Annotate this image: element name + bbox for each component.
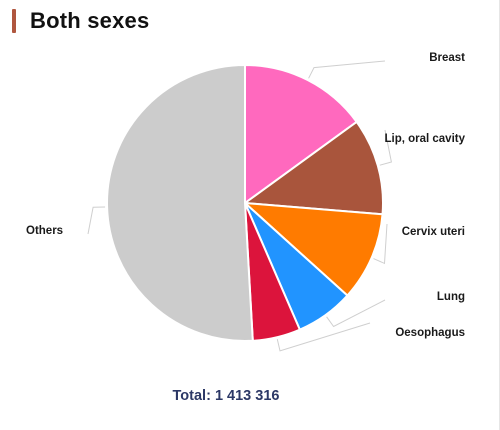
pie-slice-breast[interactable] (244, 64, 358, 204)
leader-line-cervix-uteri (373, 223, 388, 265)
pie-slices (106, 64, 384, 342)
total-value: 1 413 316 (214, 388, 280, 404)
pie-slice-others[interactable] (106, 64, 254, 342)
chart-title: Both sexes (30, 8, 150, 33)
slice-label-breast: Breast (429, 52, 465, 64)
leader-line-lip-oral-cavity (379, 129, 392, 166)
total-label: Total: (172, 388, 211, 404)
slice-label-lip-oral-cavity: Lip, oral cavity (384, 133, 465, 145)
total-count: Total: 1 413 316 (0, 388, 452, 404)
pie-slice-lip-oral-cavity[interactable] (244, 120, 384, 216)
title-accent-bar (12, 9, 16, 33)
slice-label-oesophagus: Oesophagus (395, 327, 465, 339)
pie-slice-cervix-uteri[interactable] (244, 202, 384, 297)
chart-header: Both sexes (12, 8, 149, 34)
leader-line-lung (326, 299, 386, 328)
slice-label-others: Others (26, 225, 63, 237)
leader-line-others (87, 206, 106, 235)
leader-line-oesophagus (276, 322, 371, 352)
leader-line-breast (308, 60, 386, 79)
slice-label-cervix-uteri: Cervix uteri (402, 226, 465, 238)
pie-leader-lines (87, 60, 392, 352)
slice-label-lung: Lung (437, 291, 465, 303)
pie-labels: Breast Lip, oral cavity Cervix uteri Lung Oe… (26, 52, 466, 339)
